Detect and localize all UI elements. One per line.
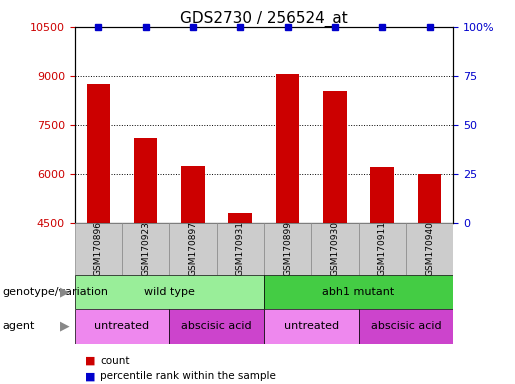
Bar xyxy=(418,174,441,369)
Text: GSM170923: GSM170923 xyxy=(141,221,150,276)
Bar xyxy=(75,223,122,275)
Text: GSM170940: GSM170940 xyxy=(425,221,434,276)
Bar xyxy=(264,223,311,275)
Bar xyxy=(229,213,252,369)
Bar xyxy=(264,309,358,344)
Text: agent: agent xyxy=(3,321,35,331)
Text: ▶: ▶ xyxy=(60,320,70,333)
Bar xyxy=(181,166,205,369)
Bar xyxy=(406,223,453,275)
Text: GSM170930: GSM170930 xyxy=(331,221,339,276)
Text: ■: ■ xyxy=(85,371,95,381)
Text: abscisic acid: abscisic acid xyxy=(371,321,441,331)
Bar xyxy=(370,167,394,369)
Text: abscisic acid: abscisic acid xyxy=(181,321,252,331)
Bar xyxy=(134,138,158,369)
Bar xyxy=(169,309,264,344)
Text: untreated: untreated xyxy=(284,321,339,331)
Text: wild type: wild type xyxy=(144,287,195,297)
Text: ▶: ▶ xyxy=(60,285,70,298)
Text: count: count xyxy=(100,356,130,366)
Bar xyxy=(323,91,347,369)
Bar xyxy=(358,223,406,275)
Text: ■: ■ xyxy=(85,356,95,366)
Text: GSM170911: GSM170911 xyxy=(377,221,387,276)
Text: GSM170931: GSM170931 xyxy=(236,221,245,276)
Bar xyxy=(87,84,110,369)
Bar xyxy=(75,309,169,344)
Text: abh1 mutant: abh1 mutant xyxy=(322,287,394,297)
Bar xyxy=(169,223,217,275)
Text: percentile rank within the sample: percentile rank within the sample xyxy=(100,371,277,381)
Bar xyxy=(75,275,264,309)
Bar xyxy=(122,223,169,275)
Text: GSM170899: GSM170899 xyxy=(283,221,292,276)
Bar xyxy=(217,223,264,275)
Text: genotype/variation: genotype/variation xyxy=(3,287,109,297)
Bar xyxy=(276,74,299,369)
Text: untreated: untreated xyxy=(94,321,149,331)
Bar xyxy=(358,309,453,344)
Bar xyxy=(264,275,453,309)
Title: GDS2730 / 256524_at: GDS2730 / 256524_at xyxy=(180,11,348,27)
Bar xyxy=(311,223,358,275)
Text: GSM170897: GSM170897 xyxy=(188,221,197,276)
Text: GSM170896: GSM170896 xyxy=(94,221,103,276)
